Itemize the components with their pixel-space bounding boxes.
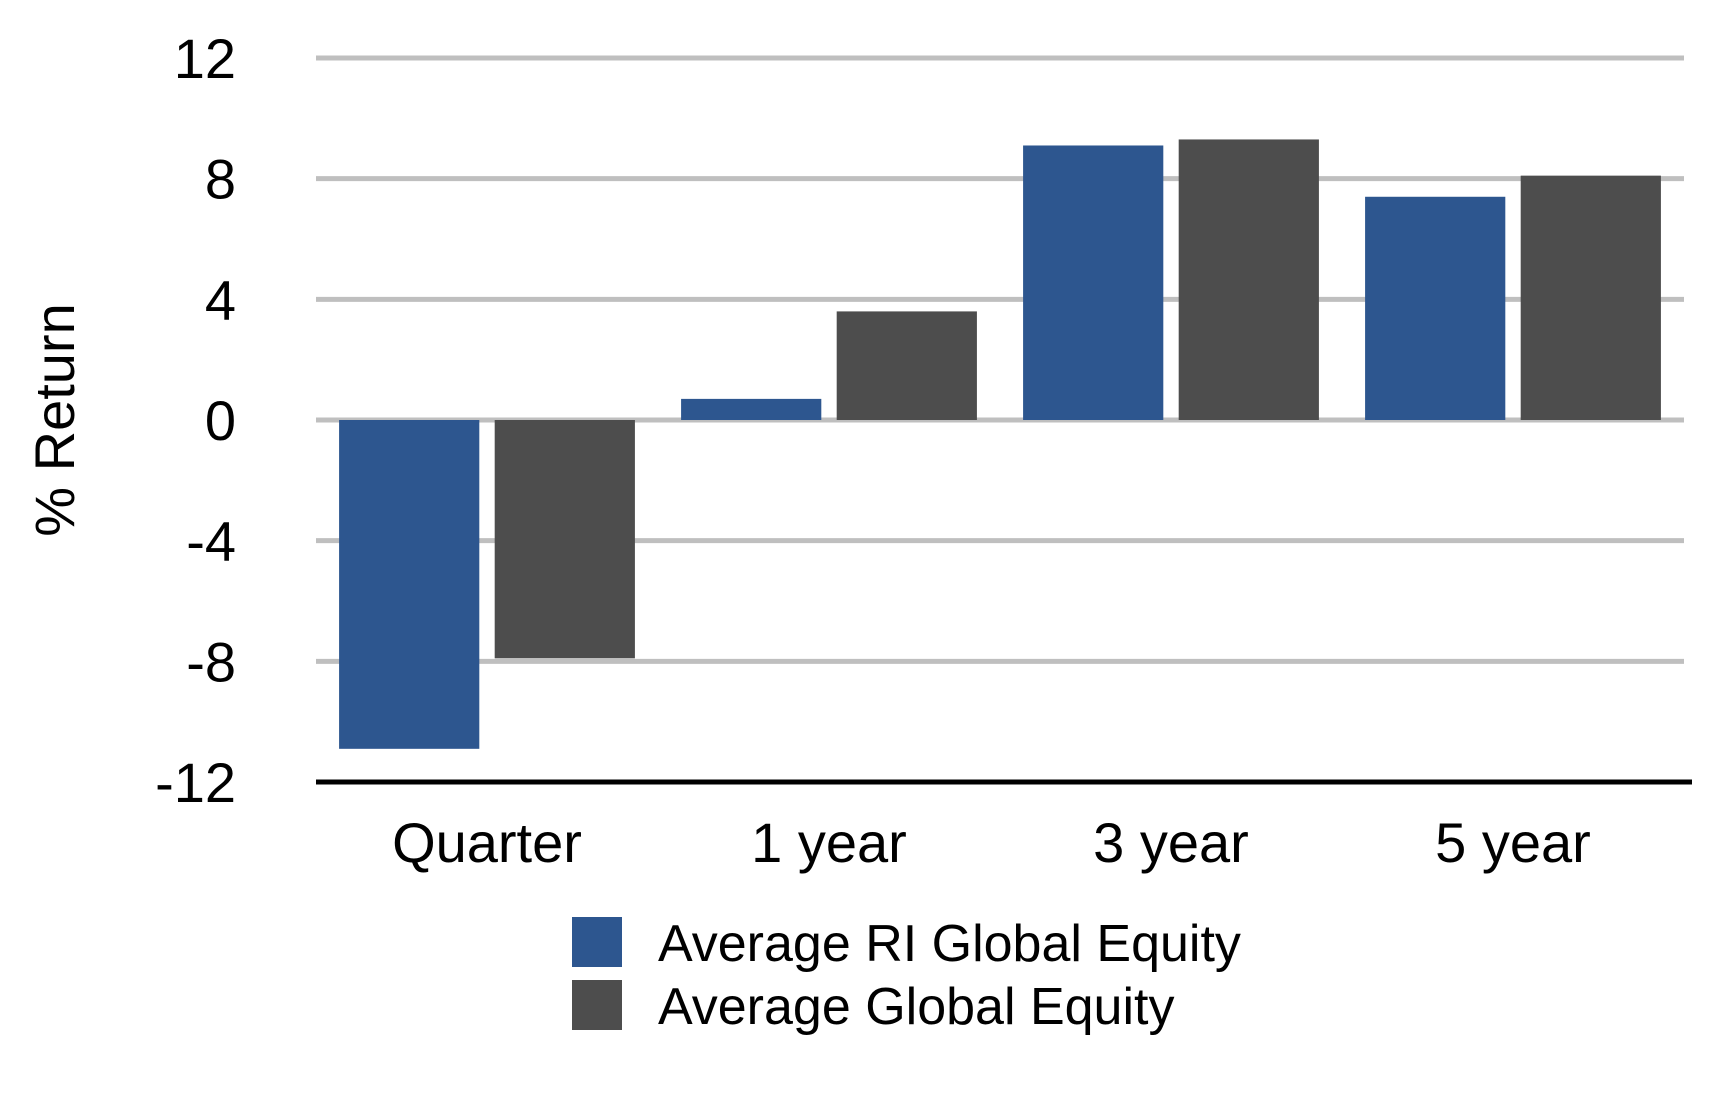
bar (681, 398, 822, 420)
bar (494, 420, 635, 659)
legend-swatch (572, 980, 622, 1030)
legend-swatch (572, 917, 622, 967)
bars (339, 139, 1661, 749)
bar (836, 311, 977, 420)
x-tick-label: Quarter (392, 811, 582, 874)
y-tick-label: 0 (205, 389, 236, 452)
x-tick-label: 3 year (1093, 811, 1249, 874)
legend-label: Average Global Equity (658, 978, 1174, 1036)
x-tick-label: 5 year (1435, 811, 1591, 874)
legend-label: Average RI Global Equity (658, 915, 1241, 973)
y-axis-ticks: 12 8 4 0 -4 -8 -12 (155, 27, 236, 814)
y-tick-label: -12 (155, 751, 236, 814)
bar (1365, 196, 1506, 420)
x-tick-label: 1 year (751, 811, 907, 874)
bar (1520, 175, 1661, 420)
y-tick-label: -8 (186, 630, 236, 693)
y-tick-label: 8 (205, 148, 236, 211)
x-axis-ticks: Quarter 1 year 3 year 5 year (392, 811, 1591, 874)
y-tick-label: 4 (205, 268, 236, 331)
bar (339, 420, 480, 749)
y-tick-label: -4 (186, 510, 236, 573)
y-axis-title: % Return (23, 303, 86, 536)
bar (1023, 145, 1164, 420)
bar (1178, 139, 1319, 420)
y-tick-label: 12 (174, 27, 236, 90)
